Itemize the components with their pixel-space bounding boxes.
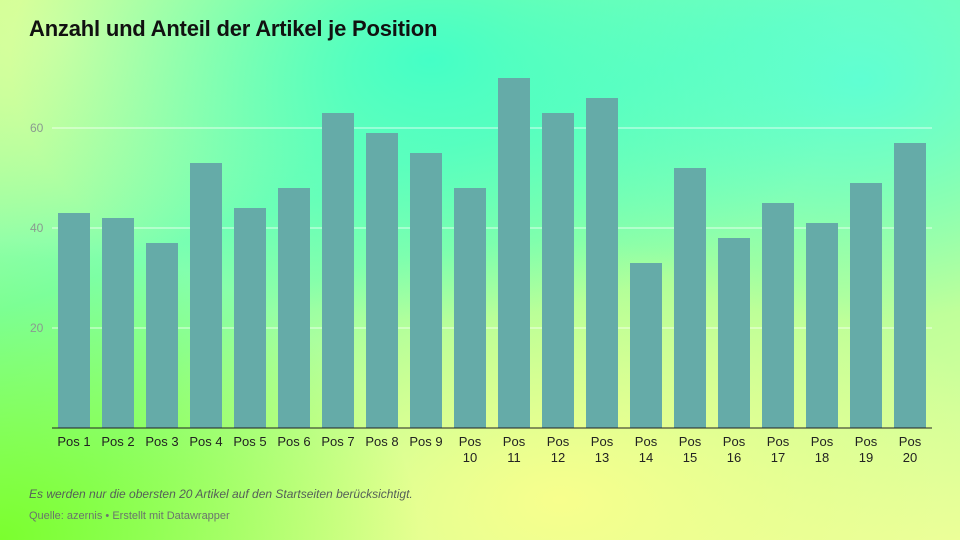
y-tick-label: 60 [30,121,44,135]
x-tick-label: Pos 12 [547,434,570,465]
bar-pos-3 [146,243,178,428]
chart-title: Anzahl und Anteil der Artikel je Positio… [29,16,438,41]
bar-pos-15 [674,168,706,428]
x-tick-label: Pos 19 [855,434,878,465]
bars [58,78,926,428]
x-tick-label: Pos 9 [409,434,442,449]
x-tick-labels: Pos 1 Pos 2 Pos 3 Pos 4 Pos 5 Pos 6 Pos 7 Pos 8… [57,434,921,465]
x-tick-label: Pos 3 [145,434,178,449]
bar-pos-17 [762,203,794,428]
x-tick-label: Pos 1 [57,434,90,449]
bar-pos-10 [454,188,486,428]
bar-pos-13 [586,98,618,428]
x-tick-label: Pos 6 [277,434,310,449]
bar-pos-12 [542,113,574,428]
bar-pos-8 [366,133,398,428]
bar-pos-6 [278,188,310,428]
x-tick-label: Pos 11 [503,434,526,465]
x-tick-label: Pos 15 [679,434,702,465]
bar-pos-5 [234,208,266,428]
bar-pos-18 [806,223,838,428]
x-tick-label: Pos 18 [811,434,834,465]
x-tick-label: Pos 7 [321,434,354,449]
x-tick-label: Pos 5 [233,434,266,449]
bar-pos-9 [410,153,442,428]
y-tick-label: 40 [30,221,44,235]
x-tick-label: Pos 4 [189,434,222,449]
footnote: Es werden nur die obersten 20 Artikel au… [29,487,413,501]
x-tick-label: Pos 14 [635,434,658,465]
x-tick-label: Pos 13 [591,434,614,465]
x-tick-label: Pos 16 [723,434,746,465]
bar-pos-19 [850,183,882,428]
bar-pos-16 [718,238,750,428]
bar-pos-20 [894,143,926,428]
x-tick-label: Pos 2 [101,434,134,449]
source-credit: Quelle: azernis • Erstellt mit Datawrapp… [29,510,230,522]
bar-pos-2 [102,218,134,428]
x-tick-label: Pos 10 [459,434,482,465]
y-tick-label: 20 [30,321,44,335]
x-tick-label: Pos 8 [365,434,398,449]
x-tick-label: Pos 20 [899,434,922,465]
bar-pos-14 [630,263,662,428]
bar-pos-11 [498,78,530,428]
bar-pos-1 [58,213,90,428]
bar-pos-7 [322,113,354,428]
bar-pos-4 [190,163,222,428]
x-tick-label: Pos 17 [767,434,790,465]
